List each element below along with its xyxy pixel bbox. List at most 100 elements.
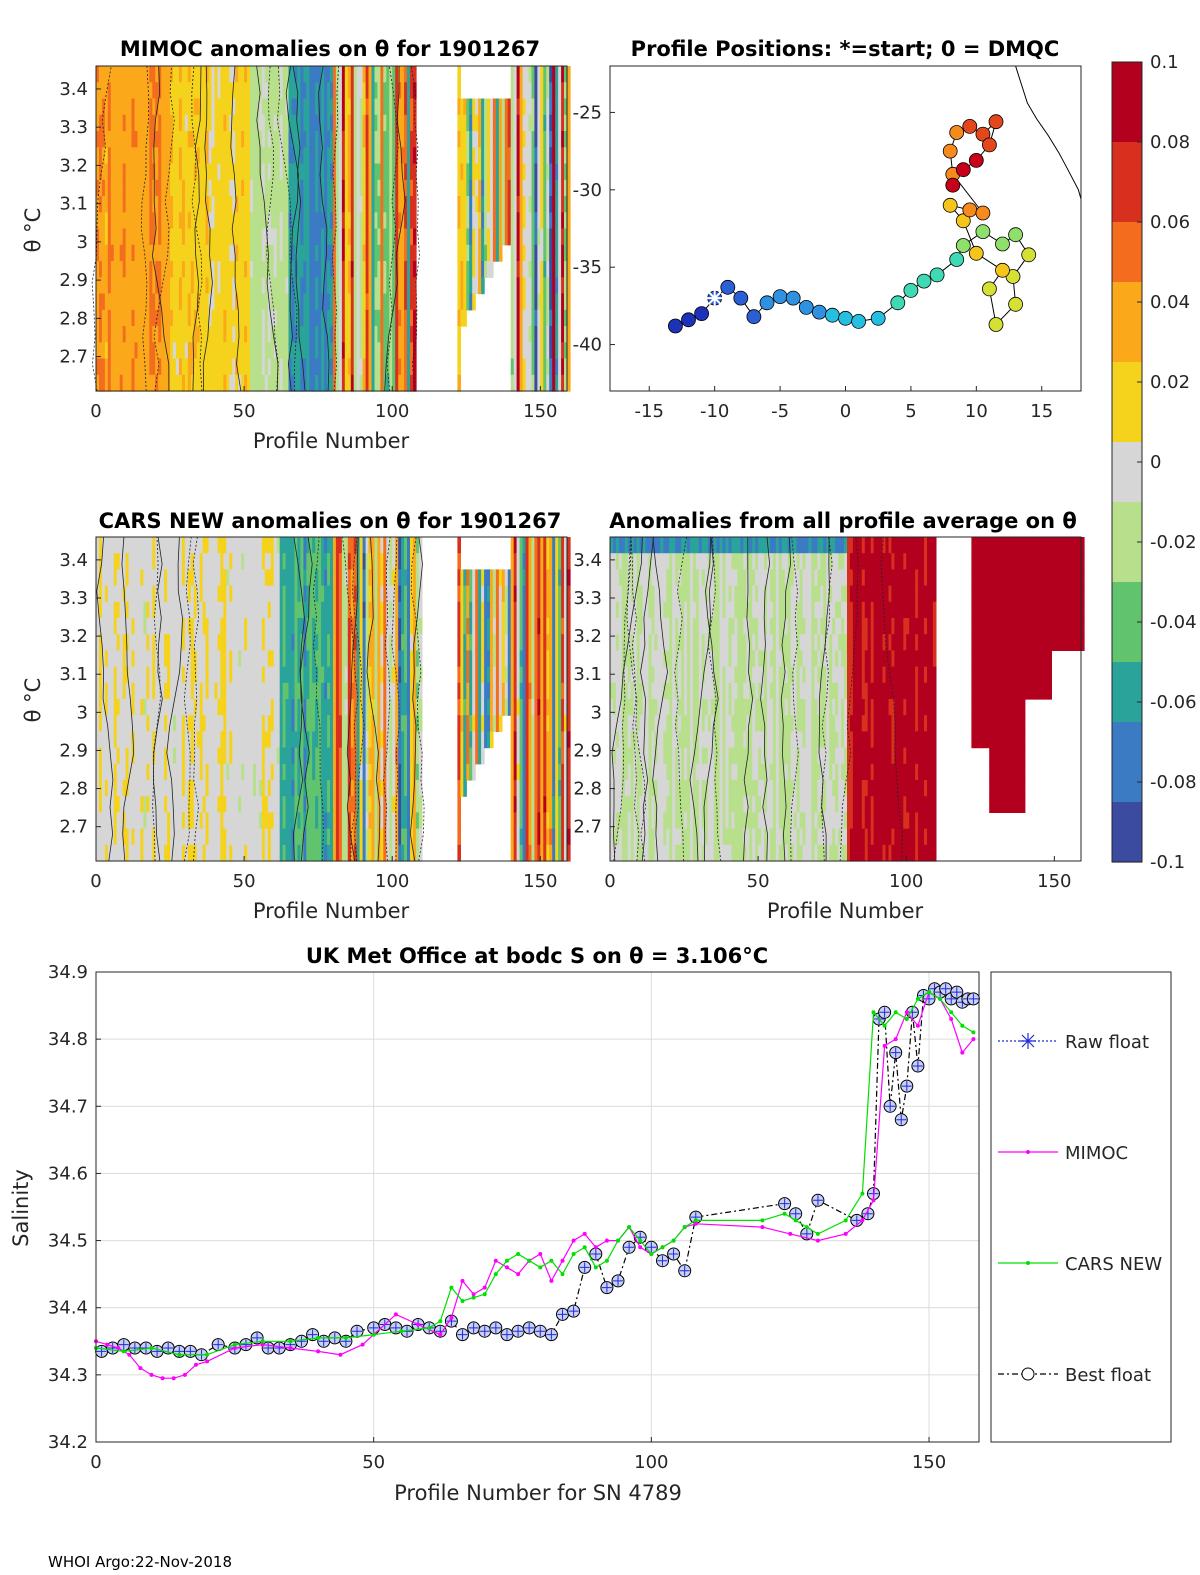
heatmap-cell bbox=[350, 114, 355, 132]
heatmap-cell bbox=[356, 196, 361, 213]
heatmap-cell bbox=[389, 196, 393, 213]
heatmap-cell bbox=[522, 342, 527, 360]
heatmap-cell bbox=[211, 358, 216, 376]
heatmap-cell bbox=[457, 342, 461, 360]
heatmap-cell bbox=[315, 212, 319, 230]
heatmap-cell bbox=[226, 147, 230, 165]
heatmap-cell bbox=[187, 212, 192, 230]
heatmap-cell bbox=[181, 82, 186, 100]
heatmap-cell bbox=[196, 342, 201, 360]
heatmap-cell bbox=[303, 342, 307, 360]
heatmap-cell bbox=[232, 179, 236, 197]
heatmap-cell bbox=[540, 131, 544, 148]
heatmap-cell bbox=[158, 309, 162, 327]
heatmap-cell bbox=[398, 277, 402, 295]
heatmap-cell bbox=[350, 228, 355, 246]
heatmap-cell bbox=[490, 163, 494, 181]
heatmap-cell bbox=[324, 82, 328, 100]
heatmap-cell bbox=[407, 342, 411, 360]
heatmap-cell bbox=[202, 98, 207, 116]
heatmap-cell bbox=[297, 82, 301, 100]
heatmap-cell bbox=[537, 309, 541, 327]
heatmap-cell bbox=[404, 342, 408, 360]
heatmap-cell bbox=[463, 114, 467, 132]
heatmap-cell bbox=[377, 277, 381, 295]
heatmap-cell bbox=[410, 82, 414, 100]
heatmap-cell bbox=[303, 309, 307, 327]
heatmap-cell bbox=[140, 196, 144, 213]
heatmap-cell bbox=[193, 131, 198, 148]
heatmap-cell bbox=[107, 82, 112, 100]
heatmap-cell bbox=[389, 244, 393, 262]
heatmap-cell bbox=[395, 196, 399, 213]
heatmap-cell bbox=[190, 82, 195, 100]
heatmap-cell bbox=[567, 326, 571, 343]
heatmap-cell bbox=[507, 131, 512, 148]
heatmap-cell bbox=[220, 293, 224, 311]
heatmap-cell bbox=[365, 147, 370, 165]
heatmap-cell bbox=[128, 196, 133, 213]
heatmap-cell bbox=[294, 309, 299, 327]
heatmap-cell bbox=[297, 374, 301, 392]
heatmap-cell bbox=[330, 261, 334, 278]
heatmap-cell bbox=[273, 228, 278, 246]
heatmap-cell bbox=[413, 228, 417, 246]
heatmap-cell bbox=[498, 212, 503, 230]
heatmap-cell bbox=[173, 147, 177, 165]
heatmap-cell bbox=[196, 358, 201, 376]
heatmap-cell bbox=[190, 293, 195, 311]
heatmap-cell bbox=[537, 244, 541, 262]
heatmap-cell bbox=[250, 326, 254, 343]
heatmap-cell bbox=[380, 66, 384, 83]
heatmap-cell bbox=[140, 114, 144, 132]
heatmap-cell bbox=[294, 163, 299, 181]
heatmap-cell bbox=[184, 309, 189, 327]
heatmap-cell bbox=[99, 228, 103, 246]
heatmap-cell bbox=[519, 82, 524, 100]
heatmap-cell bbox=[371, 358, 376, 376]
heatmap-cell bbox=[96, 82, 100, 100]
heatmap-cell bbox=[368, 277, 373, 295]
heatmap-cell bbox=[187, 309, 192, 327]
heatmap-cell bbox=[131, 179, 136, 197]
heatmap-cell bbox=[362, 114, 367, 132]
heatmap-cell bbox=[208, 277, 213, 295]
heatmap-cell bbox=[291, 293, 296, 311]
heatmap-cell bbox=[528, 179, 533, 197]
heatmap-cell bbox=[321, 228, 325, 246]
heatmap-cell bbox=[347, 277, 352, 295]
heatmap-cell bbox=[492, 196, 497, 213]
heatmap-cell bbox=[410, 309, 414, 327]
heatmap-cell bbox=[208, 163, 213, 181]
heatmap-cell bbox=[143, 147, 147, 165]
heatmap-cell bbox=[294, 212, 299, 230]
heatmap-cell bbox=[395, 309, 399, 327]
heatmap-cell bbox=[107, 66, 112, 83]
heatmap-cell bbox=[537, 163, 541, 181]
coastline bbox=[1015, 65, 1082, 200]
heatmap-cell bbox=[241, 228, 245, 246]
heatmap-cell bbox=[288, 212, 293, 230]
heatmap-cell bbox=[525, 114, 530, 132]
heatmap-cell bbox=[371, 261, 376, 278]
heatmap-cell bbox=[235, 228, 239, 246]
heatmap-cell bbox=[229, 82, 233, 100]
heatmap-cell bbox=[386, 277, 390, 295]
heatmap-cell bbox=[383, 163, 387, 181]
heatmap-cell bbox=[534, 358, 538, 376]
colorbar-tick-label: -0.02 bbox=[1150, 532, 1197, 553]
heatmap-cell bbox=[178, 98, 183, 116]
heatmap-cell bbox=[205, 293, 210, 311]
heatmap-cell bbox=[282, 326, 287, 343]
heatmap-cell bbox=[457, 326, 461, 343]
heatmap-cell bbox=[321, 179, 325, 197]
heatmap-cell bbox=[214, 228, 219, 246]
heatmap-cell bbox=[404, 326, 408, 343]
heatmap-cell bbox=[516, 293, 521, 311]
heatmap-cell bbox=[469, 212, 473, 230]
heatmap-cell bbox=[365, 66, 370, 83]
heatmap-cell bbox=[291, 342, 296, 360]
heatmap-cell bbox=[327, 82, 331, 100]
heatmap-cell bbox=[247, 179, 251, 197]
heatmap-cell bbox=[250, 114, 254, 132]
